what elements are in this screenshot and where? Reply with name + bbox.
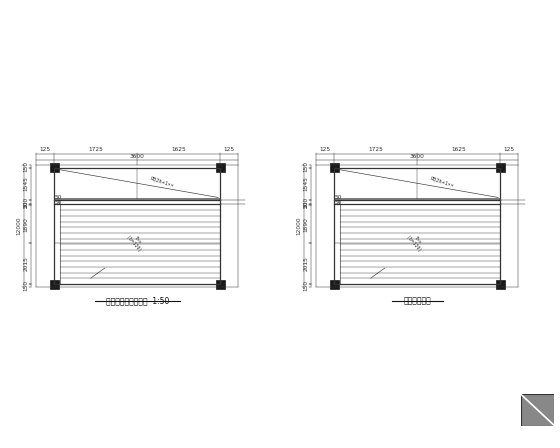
Text: 楼梯三层结构: 楼梯三层结构 <box>403 297 431 306</box>
Text: 50: 50 <box>54 195 62 200</box>
Text: 200: 200 <box>304 197 309 208</box>
Bar <box>216 163 225 172</box>
Text: 1725: 1725 <box>368 147 383 152</box>
Text: 1890: 1890 <box>24 217 29 232</box>
Bar <box>496 163 505 172</box>
Text: 楼梯二层结构平面图  1:50: 楼梯二层结构平面图 1:50 <box>105 297 169 306</box>
Text: 1625: 1625 <box>171 147 186 152</box>
Text: 125: 125 <box>224 147 235 152</box>
Text: 1545: 1545 <box>304 177 309 191</box>
Text: 125: 125 <box>504 147 515 152</box>
Text: T××
(b=120): T×× (b=120) <box>125 231 147 254</box>
Text: 12000: 12000 <box>296 217 301 235</box>
Text: 125: 125 <box>320 147 330 152</box>
Text: PB2h+1××: PB2h+1×× <box>150 176 175 189</box>
Text: PB2h+1××: PB2h+1×× <box>430 176 455 189</box>
Bar <box>330 163 339 172</box>
Text: 12000: 12000 <box>16 217 21 235</box>
Text: 50: 50 <box>304 201 309 208</box>
Text: 1625: 1625 <box>451 147 466 152</box>
Text: 1890: 1890 <box>304 217 309 232</box>
Text: 50: 50 <box>54 199 62 205</box>
Text: 150: 150 <box>24 280 29 291</box>
Text: 50: 50 <box>24 201 29 208</box>
Bar <box>216 280 225 289</box>
Bar <box>330 280 339 289</box>
Text: 150: 150 <box>304 280 309 291</box>
Text: 150: 150 <box>304 161 309 172</box>
Text: 3600: 3600 <box>130 154 144 159</box>
Text: 3600: 3600 <box>410 154 424 159</box>
Text: 50: 50 <box>334 195 342 200</box>
Text: T××
(b=120): T×× (b=120) <box>405 231 427 254</box>
Text: 150: 150 <box>24 161 29 172</box>
Bar <box>496 280 505 289</box>
Bar <box>50 163 59 172</box>
Text: 1725: 1725 <box>88 147 103 152</box>
Text: 2015: 2015 <box>304 256 309 271</box>
Text: 50: 50 <box>334 199 342 205</box>
Text: 1545: 1545 <box>24 177 29 191</box>
Bar <box>50 280 59 289</box>
Text: 2015: 2015 <box>24 256 29 271</box>
Text: 125: 125 <box>40 147 50 152</box>
Text: 200: 200 <box>24 197 29 208</box>
